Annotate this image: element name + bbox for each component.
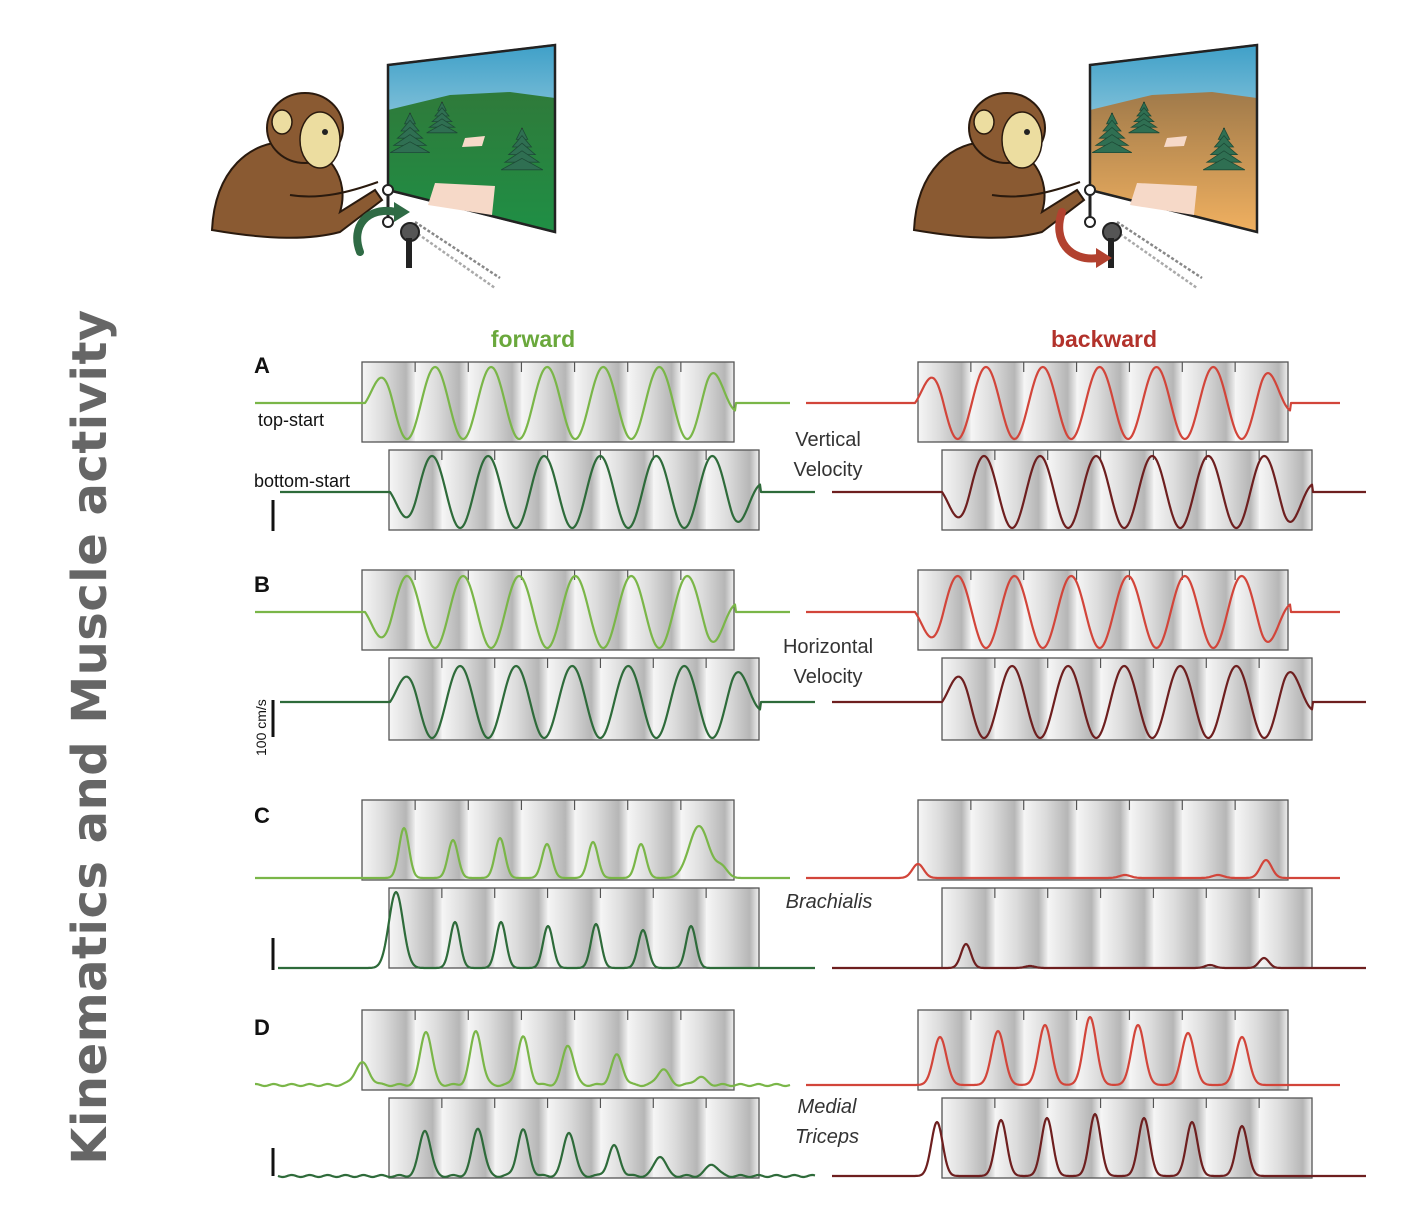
- target-far: [1164, 136, 1187, 147]
- monkey: [210, 92, 384, 239]
- rotation-arrow: [1055, 208, 1102, 263]
- panel-d-forward-bottom: [388, 1097, 760, 1179]
- trace-d-forward-top: [254, 1030, 791, 1088]
- panel-a-forward-bottom: [388, 449, 760, 531]
- trace-c-backward-bottom: [831, 942, 1367, 970]
- panel-d-forward-top: [361, 1009, 735, 1091]
- cable-2: [1119, 232, 1198, 290]
- panel-c-forward-top: [361, 799, 735, 881]
- monkey-eye: [1024, 129, 1030, 135]
- monkey-arm: [991, 181, 1081, 198]
- monkey-ear: [973, 109, 995, 135]
- illustration-forward: [210, 43, 557, 290]
- label-medial: Medial: [798, 1096, 857, 1118]
- trace-a-forward-top: [254, 365, 791, 441]
- title-backward: backward: [1051, 326, 1157, 352]
- monkey-face: [1001, 111, 1043, 169]
- label-horizontal-velocity: Velocity: [794, 666, 863, 688]
- label-horizontal: Horizontal: [783, 636, 873, 658]
- panel-label-a: A: [254, 353, 270, 378]
- panel-b-backward-bottom: [941, 657, 1313, 741]
- panel-a-forward-top: [361, 361, 735, 443]
- illustration-backward: [912, 43, 1259, 290]
- panel-c-forward-bottom: [388, 887, 760, 969]
- panel-b-forward-top: [361, 569, 735, 651]
- trace-d-backward-top: [805, 1015, 1341, 1087]
- target-far: [462, 136, 485, 147]
- trace-c-forward-top: [254, 824, 791, 880]
- cable-1: [1116, 220, 1203, 280]
- label-brachialis: Brachialis: [786, 891, 873, 913]
- label-scale-bar: 100 cm/s: [253, 699, 269, 756]
- trace-d-backward-bottom: [831, 1112, 1367, 1178]
- rotation-arrow-head: [1096, 248, 1112, 268]
- trace-a-backward-top: [805, 365, 1341, 441]
- label-vertical: Vertical: [795, 429, 861, 451]
- monkey: [912, 92, 1086, 239]
- target-near: [428, 183, 495, 215]
- panel-label-c: C: [254, 803, 270, 828]
- panel-a-backward-top: [917, 361, 1289, 443]
- monkey-arm: [289, 181, 379, 198]
- trace-b-forward-top: [254, 574, 791, 650]
- trace-d-forward-bottom: [277, 1127, 816, 1179]
- trace-a-backward-bottom: [831, 454, 1367, 530]
- panel-c-backward-top: [917, 799, 1289, 881]
- panel-label-b: B: [254, 572, 270, 597]
- trace-b-backward-bottom: [831, 664, 1367, 740]
- monkey-ear: [271, 109, 293, 135]
- panel-c-backward-bottom: [941, 887, 1313, 969]
- trace-b-backward-top: [805, 574, 1341, 650]
- gear-post: [1108, 238, 1114, 268]
- label-top-start: top-start: [258, 410, 324, 430]
- crank: [382, 184, 420, 268]
- gear-post: [406, 238, 412, 268]
- panel-b-backward-top: [917, 569, 1289, 651]
- cable-2: [417, 232, 496, 290]
- panel-d-backward-bottom: [941, 1097, 1313, 1179]
- rotation-arrow-head: [394, 202, 410, 222]
- cable-1: [414, 220, 501, 280]
- screen: [386, 43, 557, 234]
- screen: [1088, 43, 1259, 234]
- label-vertical-velocity: Velocity: [794, 459, 863, 481]
- label-bottom-start: bottom-start: [254, 471, 350, 491]
- label-triceps: Triceps: [795, 1126, 859, 1148]
- monkey-face: [299, 111, 341, 169]
- trace-c-forward-bottom: [277, 890, 816, 970]
- title-forward: forward: [491, 326, 575, 352]
- monkey-eye: [322, 129, 328, 135]
- rotation-arrow: [353, 206, 400, 256]
- target-near: [1130, 183, 1197, 215]
- trace-b-forward-bottom: [279, 664, 816, 740]
- trace-a-forward-bottom: [279, 454, 816, 530]
- panel-label-d: D: [254, 1015, 270, 1040]
- crank: [1084, 184, 1122, 268]
- panel-b-forward-bottom: [388, 657, 760, 741]
- trace-c-backward-top: [805, 858, 1341, 880]
